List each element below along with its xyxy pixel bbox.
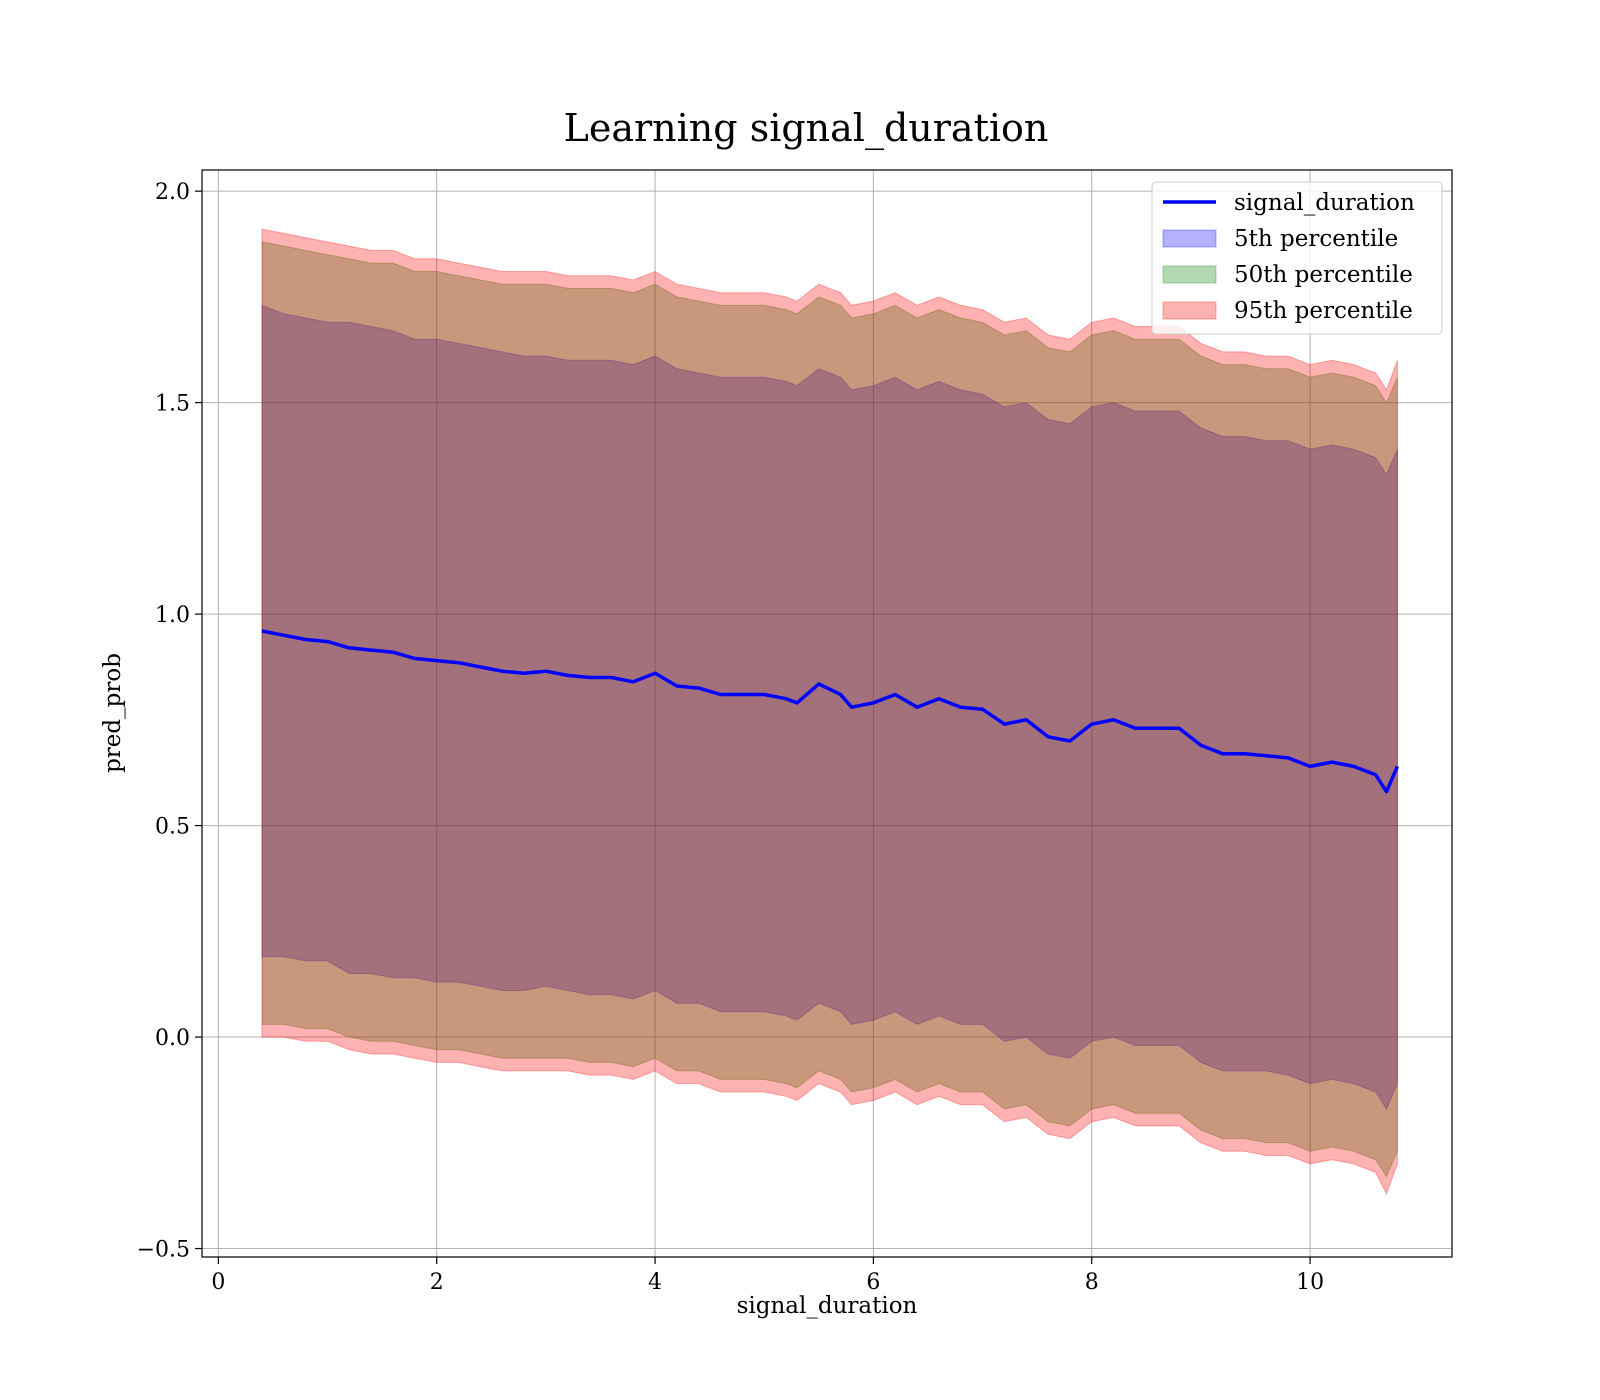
legend-frame [1151,181,1443,335]
y-axis-ticks: −0.5 0.0 0.5 1.0 1.5 2.0 [137,180,202,1263]
x-tick-label-1: 2 [430,1270,444,1295]
x-tick-label-5: 10 [1296,1270,1324,1295]
y-tick-label-0: −0.5 [137,1238,190,1263]
band-2 [261,228,1398,1195]
x-tick-label-0: 0 [211,1270,225,1295]
y-tick-label-5: 2.0 [155,180,190,205]
band-1 [261,241,1398,1178]
plot-area: 0 2 4 6 8 10 −0.5 0.0 0.5 1.0 1.5 2.0 [137,169,1453,1295]
x-axis-label: signal_duration [737,1293,918,1319]
legend: signal_duration 5th percentile 50th perc… [1151,181,1443,335]
series-line-signal-duration [261,629,1400,794]
chart-title: Learning signal_duration [564,106,1049,151]
y-tick-label-4: 1.5 [155,392,190,417]
y-tick-label-3: 1.0 [155,603,190,628]
legend-label-95th: 95th percentile [1234,298,1413,324]
legend-label-5th: 5th percentile [1234,226,1398,252]
percentile-bands [261,228,1398,1195]
plot-background [202,170,1452,1257]
y-tick-label-2: 0.5 [155,815,190,840]
plot-frame [201,169,1453,1258]
legend-swatch-95th [1162,301,1217,320]
y-axis-label: pred_prob [100,653,126,773]
legend-swatch-5th [1162,229,1217,248]
band-0 [261,304,1398,1111]
legend-label-signal-duration: signal_duration [1234,190,1415,216]
grid [202,170,1452,1257]
series-lines [261,629,1400,794]
legend-swatch-50th [1162,265,1217,284]
y-tick-label-1: 0.0 [155,1026,190,1051]
legend-label-50th: 50th percentile [1234,262,1413,288]
x-tick-label-4: 8 [1085,1270,1099,1295]
x-tick-label-3: 6 [866,1270,880,1295]
x-tick-label-2: 4 [648,1270,662,1295]
x-axis-ticks: 0 2 4 6 8 10 [211,1257,1324,1295]
